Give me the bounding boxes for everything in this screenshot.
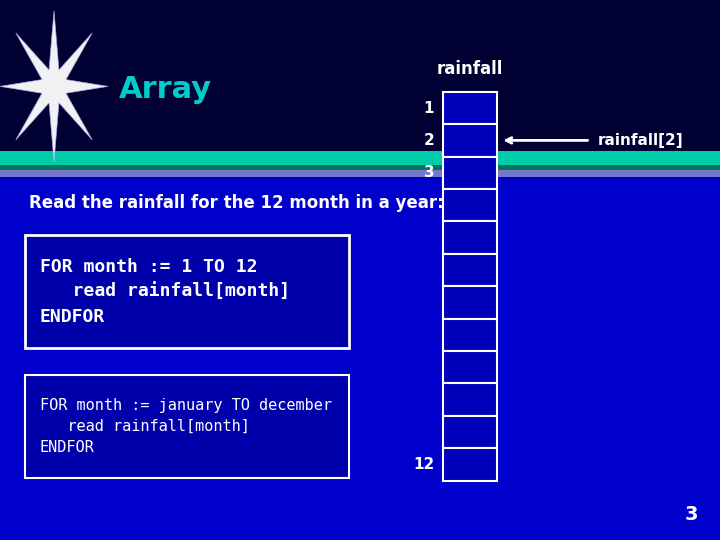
Text: 3: 3 (685, 505, 698, 524)
Bar (443, 319, 497, 351)
Bar (0, 170, 720, 177)
Bar (443, 351, 497, 383)
Bar (443, 92, 497, 124)
Text: rainfall: rainfall (436, 60, 503, 78)
Bar (443, 157, 497, 189)
Bar (443, 383, 497, 416)
FancyBboxPatch shape (25, 375, 349, 478)
Text: Read the rainfall for the 12 month in a year:: Read the rainfall for the 12 month in a … (29, 193, 444, 212)
Bar (443, 189, 497, 221)
Text: 1: 1 (423, 100, 434, 116)
Text: 12: 12 (413, 457, 434, 472)
Text: FOR month := 1 TO 12
   read rainfall[month]
ENDFOR: FOR month := 1 TO 12 read rainfall[month… (40, 258, 289, 326)
Bar (443, 124, 497, 157)
Bar (0, 151, 720, 165)
Bar (0, 0, 720, 151)
FancyBboxPatch shape (25, 235, 349, 348)
Text: rainfall[2]: rainfall[2] (598, 133, 683, 148)
Polygon shape (0, 11, 108, 162)
Bar (443, 416, 497, 448)
Bar (443, 254, 497, 286)
Bar (0, 165, 720, 170)
Text: 3: 3 (423, 165, 434, 180)
Bar (443, 221, 497, 254)
Bar (443, 448, 497, 481)
Bar (443, 286, 497, 319)
Text: 2: 2 (423, 133, 434, 148)
Text: FOR month := january TO december
   read rainfall[month]
ENDFOR: FOR month := january TO december read ra… (40, 398, 332, 455)
Text: Array: Array (119, 75, 212, 104)
